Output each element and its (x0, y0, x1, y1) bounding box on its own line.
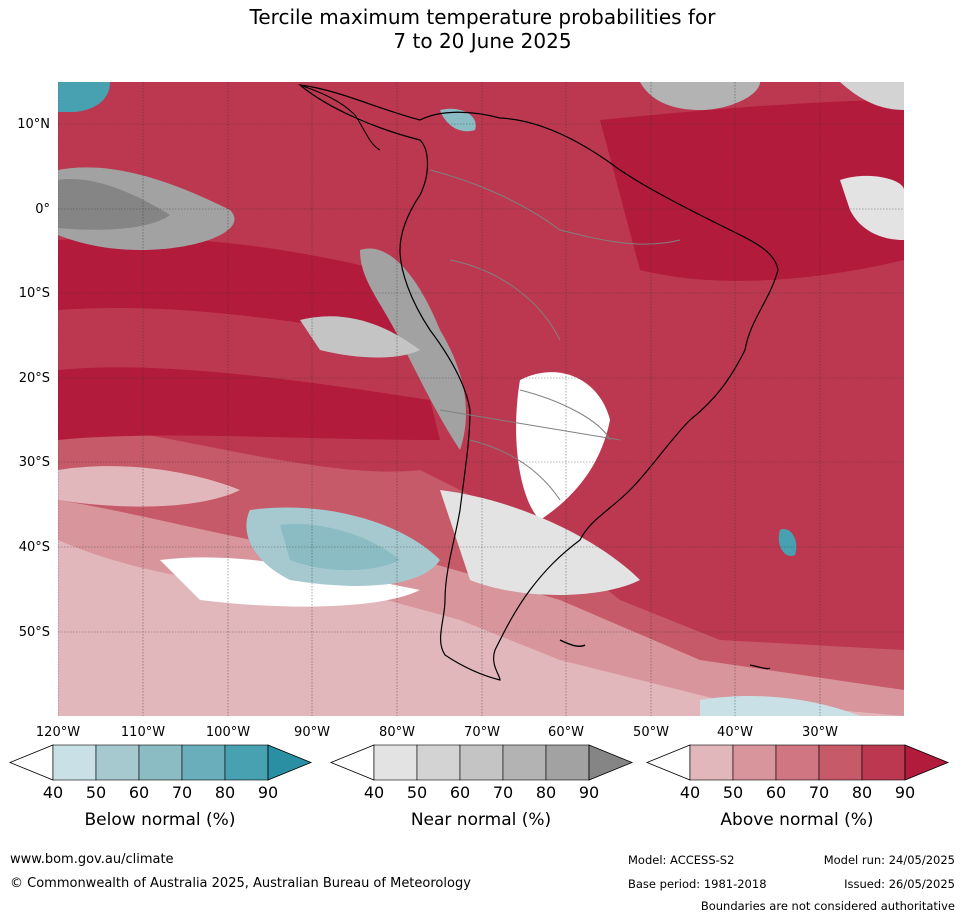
longitude-labels: 120°W 110°W 100°W 90°W 80°W 70°W 60°W 50… (36, 725, 838, 740)
lon-label: 50°W (633, 725, 669, 740)
colorbar-cell (459, 744, 504, 781)
lon-label: 30°W (802, 725, 838, 740)
model-name: Model: ACCESS-S2 (628, 853, 735, 867)
colorbar-cell (502, 744, 547, 781)
colorbar-tick-label: 60 (450, 783, 470, 802)
legend-title-near: Near normal (%) (411, 810, 551, 830)
website-link[interactable]: www.bom.gov.au/climate (10, 852, 174, 867)
colorbar-tick-label: 90 (258, 783, 278, 802)
lon-label: 100°W (206, 725, 250, 740)
colorbar-cell (138, 744, 183, 781)
lon-label: 70°W (464, 725, 500, 740)
lat-label: 40°S (19, 540, 50, 555)
colorbar-tick-label: 40 (43, 783, 63, 802)
colorbar-cell (775, 744, 820, 781)
colorbar-cell (95, 744, 140, 781)
colorbar-cell (545, 744, 590, 781)
colorbar-tick-label: 70 (809, 783, 829, 802)
colorbar-tick-label: 60 (766, 783, 786, 802)
map-plot-area (58, 82, 904, 716)
colorbar-extend-high (904, 744, 950, 781)
colorbar-near-normal: 40 50 60 70 80 90 (329, 744, 634, 802)
lon-label: 40°W (717, 725, 753, 740)
lon-label: 60°W (548, 725, 584, 740)
colorbar-cell (689, 744, 734, 781)
colorbar-cell (181, 744, 226, 781)
colorbar-tick-label: 80 (215, 783, 235, 802)
colorbar-extend-high (588, 744, 634, 781)
colorbar-tick-label: 70 (172, 783, 192, 802)
copyright-text: © Commonwealth of Australia 2025, Austra… (10, 876, 471, 891)
colorbar-tick-label: 40 (680, 783, 700, 802)
colorbar-cell (52, 744, 97, 781)
legend-title-below: Below normal (%) (85, 810, 236, 830)
colorbar-cell (224, 744, 269, 781)
lat-label: 10°N (17, 117, 50, 132)
colorbar-cell (818, 744, 863, 781)
colorbar-tick-label: 80 (536, 783, 556, 802)
lat-label: 50°S (19, 625, 50, 640)
colorbar-tick-label: 50 (86, 783, 106, 802)
colorbar-cell (861, 744, 906, 781)
colorbar-extend-low (8, 744, 54, 781)
colorbar-tick-label: 70 (493, 783, 513, 802)
colorbar-tick-label: 40 (364, 783, 384, 802)
colorbar-cell (732, 744, 777, 781)
lat-label: 10°S (19, 286, 50, 301)
model-run-date: Model run: 24/05/2025 (823, 853, 955, 867)
colorbar-tick-label: 50 (723, 783, 743, 802)
colorbar-cell (373, 744, 418, 781)
colorbar-tick-label: 90 (579, 783, 599, 802)
colorbar-tick-label: 80 (852, 783, 872, 802)
colorbar-extend-high (267, 744, 313, 781)
colorbar-tick-label: 90 (895, 783, 915, 802)
gridlines (58, 82, 904, 716)
lat-label: 30°S (19, 455, 50, 470)
colorbar-tick-label: 60 (129, 783, 149, 802)
lon-label: 80°W (379, 725, 415, 740)
colorbar-below-normal: 40 50 60 70 80 90 (8, 744, 313, 802)
issued-date: Issued: 26/05/2025 (844, 877, 955, 891)
lat-label: 20°S (19, 371, 50, 386)
colorbar-above-normal: 40 50 60 70 80 90 (645, 744, 950, 802)
base-period: Base period: 1981-2018 (628, 877, 767, 891)
colorbar-extend-low (329, 744, 375, 781)
colorbar-tick-label: 50 (407, 783, 427, 802)
lat-label: 0° (35, 202, 50, 217)
lon-label: 110°W (121, 725, 165, 740)
latitude-labels: 10°N 0° 10°S 20°S 30°S 40°S 50°S (17, 117, 50, 640)
map-title-line1: Tercile maximum temperature probabilitie… (249, 5, 716, 29)
colorbar-extend-low (645, 744, 691, 781)
legend-title-above: Above normal (%) (720, 810, 873, 830)
lon-label: 90°W (294, 725, 330, 740)
colorbar-cell (416, 744, 461, 781)
lon-label: 120°W (36, 725, 80, 740)
map-title-line2: 7 to 20 June 2025 (393, 29, 572, 53)
boundaries-disclaimer: Boundaries are not considered authoritat… (700, 899, 955, 913)
